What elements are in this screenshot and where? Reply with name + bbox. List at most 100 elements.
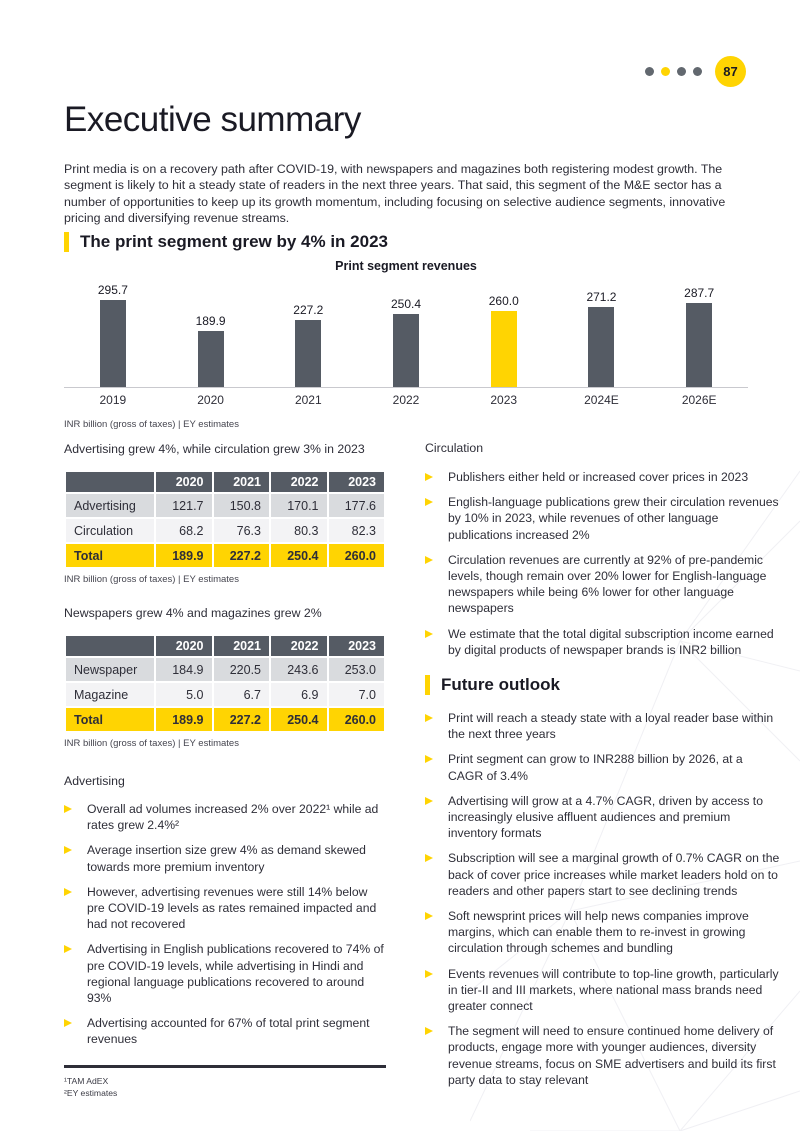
- header-dot-icon: [645, 67, 654, 76]
- table-row: Newspaper 184.9 220.5 243.6 253.0: [64, 656, 386, 683]
- row-label: Total: [64, 542, 156, 569]
- bar-value-label: 250.4: [391, 296, 422, 311]
- bullet-triangle-icon: [64, 945, 72, 954]
- bullet-text: Soft newsprint prices will help news com…: [448, 909, 749, 956]
- section-heading-future-outlook: Future outlook: [425, 675, 781, 696]
- header-cell: 2021: [211, 634, 271, 658]
- marker-box: [425, 469, 448, 485]
- page-number: 87: [723, 64, 738, 79]
- marker-box: [425, 710, 448, 742]
- row-label: Circulation: [64, 517, 156, 544]
- bar-value-label: 287.7: [684, 285, 715, 300]
- x-tick-label: 2023: [490, 393, 518, 407]
- bar-2020: [197, 331, 224, 387]
- cell: 5.0: [154, 681, 214, 708]
- bar-column: 295.7: [64, 283, 162, 387]
- list-item: Advertising will grow at a 4.7% CAGR, dr…: [425, 793, 781, 842]
- accent-bar: [425, 675, 430, 696]
- cell: 121.7: [154, 492, 214, 519]
- circulation-bullet-list: Publishers either held or increased cove…: [425, 469, 781, 658]
- bullet-triangle-icon: [425, 755, 433, 764]
- list-item: We estimate that the total digital subsc…: [425, 626, 781, 658]
- table-header-row: 2020 2021 2022 2023: [64, 634, 386, 658]
- cell: 68.2: [154, 517, 214, 544]
- cell: 82.3: [326, 517, 386, 544]
- cell: 243.6: [269, 656, 329, 683]
- bar-2019: [99, 300, 126, 387]
- cell: 260.0: [326, 706, 386, 733]
- header-cell: 2020: [154, 470, 214, 494]
- header-cell: 2022: [269, 634, 329, 658]
- advertising-label: Advertising: [64, 774, 125, 788]
- list-item: Advertising accounted for 67% of total p…: [64, 1015, 386, 1047]
- right-column: Circulation Publishers either held or in…: [425, 441, 781, 1088]
- header-cell: 2020: [154, 634, 214, 658]
- bullet-triangle-icon: [425, 854, 433, 863]
- bullet-text: Advertising will grow at a 4.7% CAGR, dr…: [448, 793, 763, 841]
- row-label: Total: [64, 706, 156, 733]
- bullet-triangle-icon: [425, 473, 433, 481]
- bullet-text: Average insertion size grew 4% as demand…: [87, 843, 366, 874]
- bar-value-label: 260.0: [488, 293, 519, 308]
- header-cell: 2022: [269, 470, 329, 494]
- header-dot-icon: [677, 67, 686, 76]
- header-cell: [64, 634, 156, 658]
- bar-value-label: 189.9: [195, 314, 226, 329]
- cell: 177.6: [326, 492, 386, 519]
- bar-value-label: 271.2: [586, 290, 617, 305]
- header-dot-icon: [693, 67, 702, 76]
- bullet-triangle-icon: [64, 887, 72, 896]
- list-item: Print will reach a steady state with a l…: [425, 710, 781, 742]
- footnote-line: ²EY estimates: [64, 1088, 118, 1099]
- table-row: Circulation 68.2 76.3 80.3 82.3: [64, 517, 386, 544]
- marker-box: [425, 751, 448, 783]
- chart-footnote: INR billion (gross of taxes) | EY estima…: [64, 419, 239, 430]
- header-cell: 2023: [326, 634, 386, 658]
- page-header: 87: [645, 56, 746, 87]
- table-header-row: 2020 2021 2022 2023: [64, 470, 386, 494]
- intro-paragraph: Print media is on a recovery path after …: [64, 162, 726, 226]
- bullet-triangle-icon: [425, 969, 433, 978]
- bullet-text: Publishers either held or increased cove…: [448, 470, 749, 484]
- bullet-triangle-icon: [64, 805, 72, 813]
- table-total-row: Total 189.9 227.2 250.4 260.0: [64, 542, 386, 569]
- newspaper-magazine-table: 2020 2021 2022 2023 Newspaper 184.9 220.…: [64, 634, 386, 733]
- cell: 189.9: [154, 706, 214, 733]
- page-title: Executive summary: [64, 100, 361, 139]
- marker-box: [425, 1023, 448, 1088]
- cell: 250.4: [269, 542, 329, 569]
- list-item: However, advertising revenues were still…: [64, 884, 386, 933]
- bullet-text: However, advertising revenues were still…: [87, 884, 377, 932]
- cell: 6.7: [211, 681, 271, 708]
- bullet-triangle-icon: [425, 498, 433, 507]
- cell: 220.5: [211, 656, 271, 683]
- cell: 76.3: [211, 517, 271, 544]
- marker-box: [64, 842, 87, 874]
- cell: 184.9: [154, 656, 214, 683]
- bar-column: 227.2: [259, 303, 357, 387]
- bullet-triangle-icon: [64, 846, 72, 855]
- cell: 253.0: [326, 656, 386, 683]
- circulation-label: Circulation: [425, 441, 484, 455]
- cell: 170.1: [269, 492, 329, 519]
- bar-column: 260.0: [455, 294, 553, 387]
- bullet-text: Subscription will see a marginal growth …: [448, 851, 780, 898]
- page-footnotes: ¹TAM AdEX ²EY estimates: [64, 1075, 386, 1100]
- bullet-triangle-icon: [425, 629, 433, 638]
- list-item: Publishers either held or increased cove…: [425, 469, 781, 485]
- bar-2023-highlighted: [490, 310, 517, 387]
- list-item: Subscription will see a marginal growth …: [425, 850, 781, 899]
- marker-box: [425, 552, 448, 617]
- marker-box: [425, 850, 448, 899]
- bullet-text: Advertising accounted for 67% of total p…: [87, 1016, 370, 1047]
- bullet-text: Overall ad volumes increased 2% over 202…: [87, 802, 379, 833]
- bar-column: 287.7: [650, 286, 748, 387]
- marker-box: [425, 793, 448, 842]
- cell: 227.2: [211, 706, 271, 733]
- x-tick-label: 2021: [294, 393, 322, 407]
- bar-column: 189.9: [162, 314, 260, 387]
- list-item: The segment will need to ensure continue…: [425, 1023, 781, 1088]
- cell: 250.4: [269, 706, 329, 733]
- section-heading-print: The print segment grew by 4% in 2023: [64, 232, 388, 252]
